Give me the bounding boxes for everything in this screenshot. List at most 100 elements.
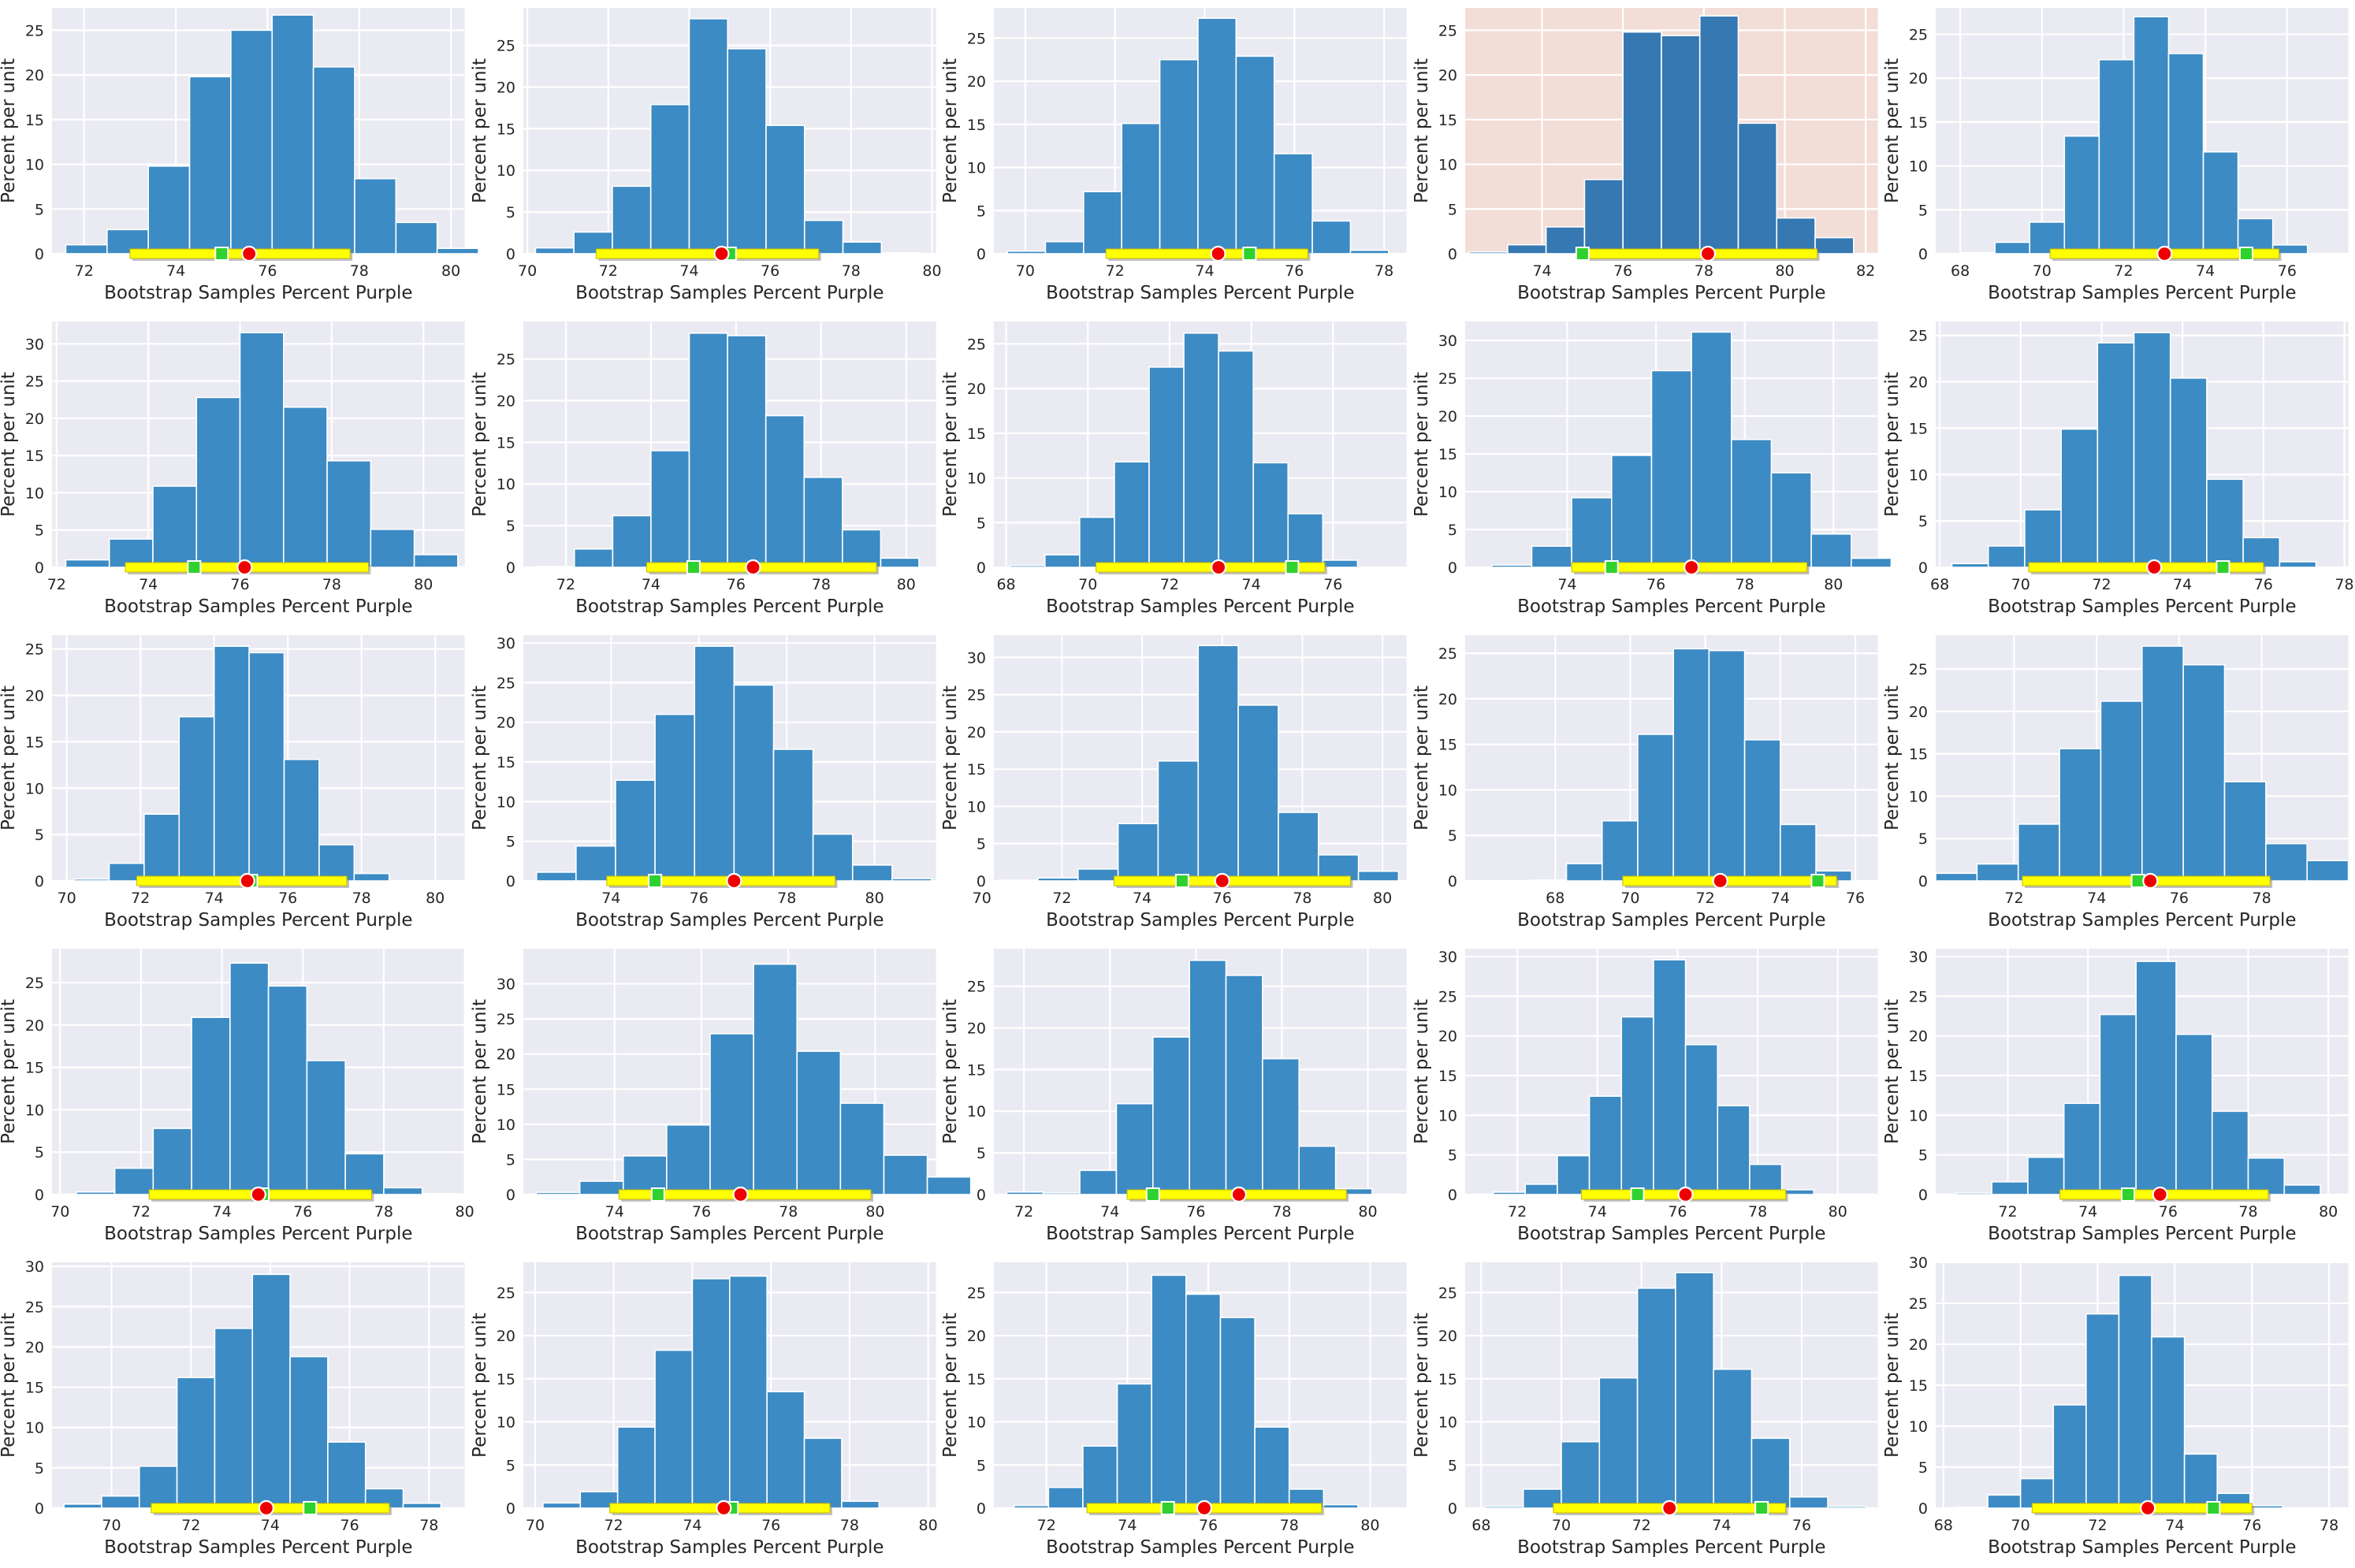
x-tick-label: 74 <box>2088 890 2107 907</box>
histogram-bar <box>726 335 767 568</box>
statistic-circle-marker <box>1699 245 1716 262</box>
histogram-bar <box>1079 1169 1118 1195</box>
x-tick-label: 78 <box>1293 890 1312 907</box>
y-tick-label: 0 <box>1448 246 1457 263</box>
histogram-bar <box>1598 1377 1639 1509</box>
histogram-panel: 70 72 74 76 78 80 0 5 10 15 20 25 Bootstrap Samples … <box>0 949 474 1244</box>
histogram-bar <box>143 813 180 882</box>
histogram-bar <box>611 185 652 255</box>
y-tick-label: 0 <box>35 246 44 263</box>
y-axis-title: Percent per unit <box>1882 372 1903 517</box>
x-tick-label: 72 <box>1695 890 1714 907</box>
y-tick-label: 10 <box>967 160 986 177</box>
x-tick-label: 72 <box>1037 1517 1056 1534</box>
y-tick-label: 30 <box>496 635 515 652</box>
histogram-bar <box>63 1503 102 1509</box>
x-axis-title: Bootstrap Samples Percent Purple <box>1517 910 1825 931</box>
histogram-bar <box>842 241 882 255</box>
histogram-bar <box>2206 478 2245 568</box>
x-tick-label: 76 <box>689 890 708 907</box>
x-tick-label: 74 <box>2166 1517 2185 1534</box>
parameter-square-marker <box>1145 1187 1160 1202</box>
y-tick-label: 0 <box>35 873 44 890</box>
histogram-bar <box>2249 1505 2284 1509</box>
y-tick-label: 25 <box>1909 661 1928 678</box>
x-tick-label: 80 <box>414 576 433 593</box>
y-tick-label: 25 <box>1909 1295 1928 1313</box>
histogram-bar <box>2203 150 2239 255</box>
histogram-bar <box>306 1060 346 1195</box>
y-axis-title: Percent per unit <box>1882 58 1903 203</box>
y-tick-label: 5 <box>977 836 986 853</box>
x-tick-label: 70 <box>518 262 537 280</box>
histogram-bar <box>649 450 690 568</box>
x-tick-label: 74 <box>679 262 698 280</box>
histogram-bar <box>413 554 459 568</box>
statistic-circle-marker <box>236 559 253 576</box>
parameter-square-marker <box>2215 560 2230 574</box>
x-tick-label: 76 <box>2278 262 2297 280</box>
histogram-bar <box>191 1016 231 1195</box>
x-axis-title: Bootstrap Samples Percent Purple <box>1046 283 1354 303</box>
x-tick-label: 76 <box>340 1517 359 1534</box>
histogram-bar <box>1047 1486 1084 1509</box>
histogram-bar <box>230 29 273 255</box>
histogram-bar <box>383 1187 423 1195</box>
histogram-bar <box>880 252 921 255</box>
x-tick-label: 80 <box>426 890 445 907</box>
histogram-bar <box>2182 663 2226 882</box>
x-tick-label: 74 <box>605 1203 623 1221</box>
histogram-bar <box>421 1193 462 1195</box>
y-tick-label: 30 <box>496 976 515 994</box>
x-tick-label: 70 <box>973 890 991 907</box>
x-tick-label: 72 <box>556 576 575 593</box>
histogram-bar <box>1197 645 1240 882</box>
histogram-bar <box>1490 564 1533 568</box>
y-tick-label: 15 <box>25 1380 44 1397</box>
y-axis-title: Percent per unit <box>1882 1313 1903 1458</box>
histogram-bar <box>1776 217 1816 255</box>
x-tick-label: 76 <box>2254 576 2273 593</box>
x-axis-title: Bootstrap Samples Percent Purple <box>575 910 884 931</box>
histogram-bar <box>1323 1503 1359 1509</box>
histogram-bar <box>2265 842 2308 882</box>
histogram-bar <box>1235 55 1275 255</box>
histogram-panel: 72 74 76 78 80 0 5 10 15 20 25 Bootstrap Samples Pe… <box>470 321 936 617</box>
statistic-circle-marker <box>1211 559 1227 576</box>
x-axis-title: Bootstrap Samples Percent Purple <box>1517 1224 1825 1244</box>
x-tick-label: 78 <box>1280 1517 1299 1534</box>
histogram-bar <box>2248 1157 2286 1195</box>
histogram-bar <box>727 48 767 255</box>
y-tick-label: 5 <box>506 204 515 221</box>
histogram-bar <box>1713 1368 1753 1509</box>
histogram-bar <box>709 1033 754 1195</box>
statistic-circle-marker <box>239 872 255 890</box>
y-tick-label: 30 <box>1909 949 1928 966</box>
histogram-bar <box>1148 366 1185 568</box>
y-tick-label: 20 <box>1438 67 1457 84</box>
x-axis-title: Bootstrap Samples Percent Purple <box>1988 910 2296 931</box>
y-tick-label: 5 <box>506 1151 515 1169</box>
histogram-bar <box>1955 1507 1989 1509</box>
y-tick-label: 5 <box>977 515 986 532</box>
histogram-bar <box>344 1153 385 1195</box>
y-tick-label: 20 <box>496 1046 515 1064</box>
x-tick-label: 76 <box>1646 576 1665 593</box>
x-tick-label: 68 <box>997 576 1016 593</box>
histogram-bar <box>2151 1336 2186 1509</box>
histogram-bar <box>1622 31 1662 255</box>
x-tick-label: 72 <box>1014 1203 1033 1221</box>
statistic-circle-marker <box>1661 1499 1678 1517</box>
y-tick-label: 15 <box>25 1060 44 1077</box>
y-tick-label: 25 <box>1438 1284 1457 1302</box>
histogram-bar <box>1561 1440 1600 1509</box>
histogram-panel: 70 72 74 76 78 80 0 5 10 15 20 25 30 Bootstrap Sample… <box>940 635 1407 931</box>
histogram-panel: 68 70 72 74 76 78 0 5 10 15 20 25 30 Bootstrap Sample… <box>1882 1254 2349 1558</box>
histogram-bar <box>1730 438 1773 568</box>
histogram-panel: 72 74 76 78 80 0 5 10 15 20 25 30 Bootstrap Samples … <box>1412 949 1878 1244</box>
y-tick-label: 15 <box>967 425 986 443</box>
x-tick-label: 80 <box>896 576 915 593</box>
histogram-bar <box>214 1328 254 1509</box>
x-tick-label: 70 <box>525 1517 544 1534</box>
x-tick-label: 68 <box>1934 1517 1953 1534</box>
